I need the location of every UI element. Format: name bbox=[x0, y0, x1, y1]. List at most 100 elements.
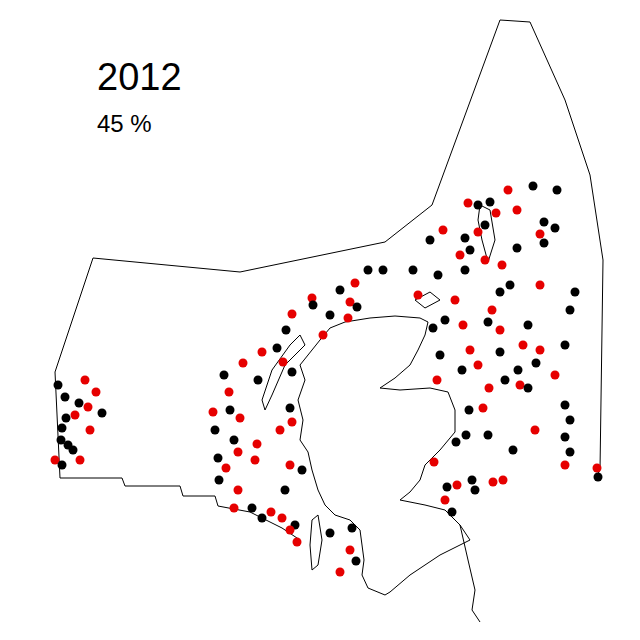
sample-point bbox=[220, 371, 229, 380]
sample-point bbox=[364, 266, 373, 275]
sample-point bbox=[481, 221, 490, 230]
sample-point bbox=[464, 199, 473, 208]
sample-points bbox=[51, 182, 603, 577]
sample-point bbox=[58, 461, 67, 470]
sample-point bbox=[566, 448, 575, 457]
sample-point bbox=[430, 458, 439, 467]
sample-point bbox=[468, 476, 477, 485]
sample-point bbox=[86, 426, 95, 435]
sample-point bbox=[531, 426, 540, 435]
mainland-coast bbox=[298, 316, 470, 595]
sample-point bbox=[319, 331, 328, 340]
sample-point bbox=[566, 306, 575, 315]
sample-point bbox=[286, 404, 295, 413]
sample-point bbox=[81, 376, 90, 385]
sample-point bbox=[443, 483, 452, 492]
sample-point bbox=[75, 399, 84, 408]
sample-point bbox=[346, 546, 355, 555]
sample-point bbox=[222, 464, 231, 473]
sample-point bbox=[286, 526, 295, 535]
sample-point bbox=[524, 321, 533, 330]
sample-point bbox=[561, 401, 570, 410]
sample-point bbox=[211, 426, 220, 435]
sample-point bbox=[336, 286, 345, 295]
sample-point bbox=[513, 206, 522, 215]
sample-point bbox=[298, 466, 307, 475]
sample-point bbox=[540, 239, 549, 248]
sample-point bbox=[506, 281, 515, 290]
sample-point bbox=[282, 326, 291, 335]
sample-point bbox=[593, 464, 602, 473]
sample-point bbox=[474, 228, 483, 237]
sample-point bbox=[489, 478, 498, 487]
sample-point bbox=[561, 461, 570, 470]
sample-point bbox=[253, 440, 262, 449]
sample-point bbox=[524, 384, 533, 393]
sample-point bbox=[519, 341, 528, 350]
sample-point bbox=[225, 388, 234, 397]
sample-point bbox=[509, 446, 518, 455]
sample-point bbox=[58, 424, 67, 433]
sample-point bbox=[267, 508, 276, 517]
sample-point bbox=[496, 288, 505, 297]
sample-point bbox=[214, 454, 223, 463]
sample-point bbox=[441, 496, 450, 505]
sample-point bbox=[436, 351, 445, 360]
sample-point bbox=[561, 433, 570, 442]
sample-point bbox=[571, 288, 580, 297]
sample-point bbox=[498, 261, 507, 270]
sample-point bbox=[433, 376, 442, 385]
sample-point bbox=[281, 486, 290, 495]
sample-point bbox=[456, 251, 465, 260]
map: 201245 % bbox=[0, 0, 640, 640]
sample-point bbox=[215, 476, 224, 485]
sample-point bbox=[230, 504, 239, 513]
border-line bbox=[460, 525, 480, 622]
sample-point bbox=[98, 409, 107, 418]
sample-point bbox=[254, 376, 263, 385]
sample-point bbox=[536, 346, 545, 355]
sample-point bbox=[326, 529, 335, 538]
sample-point bbox=[513, 244, 522, 253]
sample-point bbox=[486, 198, 495, 207]
sample-point bbox=[484, 431, 493, 440]
sample-point bbox=[351, 279, 360, 288]
sample-point bbox=[466, 346, 475, 355]
sample-point bbox=[496, 348, 505, 357]
sample-point bbox=[379, 266, 388, 275]
sample-point bbox=[288, 310, 297, 319]
sample-point bbox=[71, 411, 80, 420]
sample-point bbox=[536, 281, 545, 290]
sample-point bbox=[551, 224, 560, 233]
sample-point bbox=[485, 384, 494, 393]
sample-point bbox=[309, 301, 318, 310]
sample-point bbox=[353, 303, 362, 312]
sample-point bbox=[504, 186, 513, 195]
sample-point bbox=[258, 348, 267, 357]
sample-point bbox=[474, 361, 483, 370]
sample-point bbox=[409, 266, 418, 275]
sample-point bbox=[230, 436, 239, 445]
sample-point bbox=[551, 371, 560, 380]
sample-point bbox=[76, 456, 85, 465]
sample-point bbox=[434, 271, 443, 280]
sample-point bbox=[278, 514, 287, 523]
sample-point bbox=[439, 226, 448, 235]
sample-point bbox=[516, 381, 525, 390]
sample-point bbox=[540, 218, 549, 227]
sample-point bbox=[69, 446, 78, 455]
sample-point bbox=[234, 448, 243, 457]
sample-point bbox=[459, 321, 468, 330]
sample-point bbox=[234, 486, 243, 495]
sample-point bbox=[276, 426, 285, 435]
sample-point bbox=[336, 568, 345, 577]
sample-point bbox=[458, 366, 467, 375]
sample-point bbox=[461, 234, 470, 243]
sample-point bbox=[471, 486, 480, 495]
sample-point bbox=[62, 414, 71, 423]
sample-point bbox=[452, 438, 461, 447]
sample-point bbox=[92, 388, 101, 397]
sample-point bbox=[258, 514, 267, 523]
sea-area-boundary bbox=[55, 20, 603, 540]
sample-point bbox=[344, 314, 353, 323]
